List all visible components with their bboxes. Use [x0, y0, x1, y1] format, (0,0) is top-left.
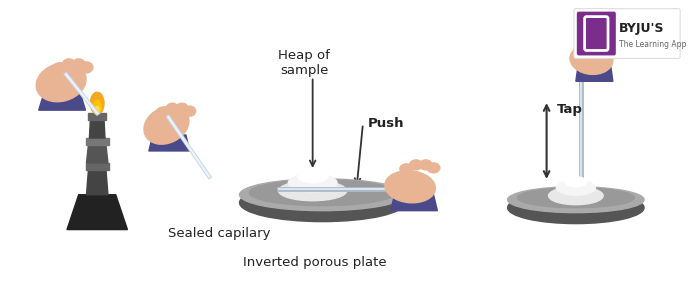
- Ellipse shape: [288, 174, 337, 192]
- Ellipse shape: [508, 187, 644, 213]
- Ellipse shape: [549, 187, 603, 205]
- Ellipse shape: [577, 52, 587, 67]
- Ellipse shape: [395, 179, 406, 195]
- Ellipse shape: [606, 39, 618, 49]
- Ellipse shape: [582, 41, 594, 51]
- Text: Sealed capilary: Sealed capilary: [168, 227, 270, 240]
- Ellipse shape: [80, 62, 93, 73]
- Ellipse shape: [249, 180, 396, 206]
- Polygon shape: [87, 170, 108, 195]
- Ellipse shape: [239, 184, 405, 222]
- Text: Tap: Tap: [556, 103, 582, 116]
- Polygon shape: [149, 135, 190, 151]
- Polygon shape: [88, 113, 106, 120]
- Ellipse shape: [298, 171, 328, 183]
- Polygon shape: [576, 67, 613, 81]
- Text: Heap of
sample: Heap of sample: [279, 49, 330, 77]
- Ellipse shape: [565, 177, 587, 187]
- Ellipse shape: [62, 59, 76, 70]
- Ellipse shape: [90, 92, 104, 114]
- Ellipse shape: [427, 163, 440, 173]
- Text: Inverted porous plate: Inverted porous plate: [243, 256, 386, 269]
- Ellipse shape: [144, 106, 189, 144]
- Polygon shape: [87, 145, 108, 163]
- Text: BYJU'S: BYJU'S: [619, 22, 664, 35]
- Ellipse shape: [95, 106, 99, 114]
- Ellipse shape: [151, 118, 162, 132]
- Ellipse shape: [239, 179, 405, 211]
- Ellipse shape: [410, 160, 422, 170]
- Ellipse shape: [157, 107, 169, 117]
- Ellipse shape: [517, 188, 634, 208]
- Ellipse shape: [167, 103, 178, 113]
- Ellipse shape: [556, 180, 595, 195]
- Ellipse shape: [93, 100, 101, 114]
- Ellipse shape: [599, 37, 611, 47]
- Ellipse shape: [184, 106, 196, 116]
- Text: The Learning App: The Learning App: [619, 40, 686, 49]
- Ellipse shape: [508, 192, 644, 224]
- Text: Push: Push: [368, 117, 405, 130]
- Ellipse shape: [72, 59, 85, 70]
- Ellipse shape: [419, 160, 432, 170]
- Ellipse shape: [36, 63, 86, 102]
- Ellipse shape: [306, 169, 319, 177]
- Ellipse shape: [385, 171, 435, 203]
- FancyBboxPatch shape: [577, 12, 616, 55]
- Ellipse shape: [52, 63, 66, 74]
- Ellipse shape: [279, 181, 346, 201]
- Polygon shape: [67, 195, 127, 229]
- Ellipse shape: [591, 37, 602, 47]
- Ellipse shape: [400, 164, 412, 174]
- Polygon shape: [85, 138, 109, 145]
- Polygon shape: [391, 195, 438, 211]
- Polygon shape: [85, 163, 109, 170]
- FancyBboxPatch shape: [574, 9, 680, 59]
- Polygon shape: [90, 120, 105, 138]
- Ellipse shape: [176, 103, 188, 113]
- Ellipse shape: [41, 74, 54, 90]
- Polygon shape: [38, 94, 85, 110]
- Ellipse shape: [570, 44, 612, 74]
